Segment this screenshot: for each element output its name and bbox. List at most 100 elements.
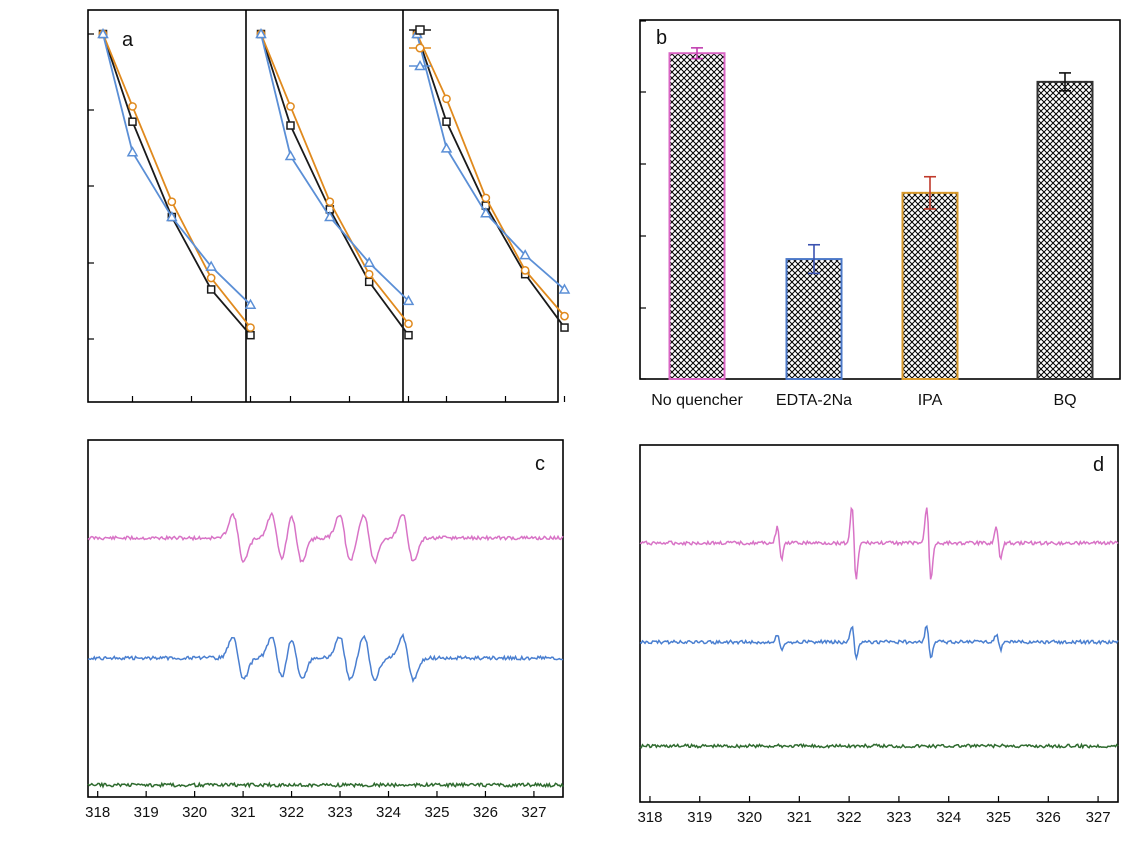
x-tick-label: 321 bbox=[231, 804, 256, 821]
panel-a-point bbox=[442, 94, 451, 104]
x-tick-label: 327 bbox=[521, 804, 546, 821]
panel-a-point bbox=[324, 210, 336, 222]
panel-a-series-line bbox=[416, 33, 566, 291]
panel-a-series-line bbox=[102, 33, 252, 306]
panel-a-point bbox=[520, 266, 530, 275]
panel-a: a bbox=[87, 9, 571, 403]
panel-a-point bbox=[126, 146, 139, 157]
panel-a-point bbox=[480, 207, 492, 218]
panel-a-point bbox=[560, 311, 569, 321]
x-tick-label: 327 bbox=[1086, 809, 1111, 826]
panel-b-category-label: No quencher bbox=[651, 392, 743, 409]
spectrum-line bbox=[639, 742, 1119, 750]
panel-b-category-label: BQ bbox=[1053, 392, 1076, 409]
panel-a-point bbox=[284, 149, 297, 161]
panel-c-x-axis: 318 319 320 321 322 323 324 325 326 327 bbox=[85, 791, 546, 821]
panel-d-frame bbox=[639, 444, 1119, 803]
legend-marker-circle bbox=[415, 43, 425, 53]
spectrum-line bbox=[639, 506, 1119, 580]
panel-a-point bbox=[244, 298, 257, 309]
panel-b-letter: b bbox=[656, 27, 667, 49]
panel-a-point bbox=[205, 260, 217, 271]
panel-a-point bbox=[286, 102, 295, 111]
x-tick-label: 325 bbox=[424, 804, 449, 821]
panel-d-letter: d bbox=[1093, 454, 1104, 476]
panel-a-point bbox=[325, 197, 335, 207]
panel-a-point bbox=[246, 330, 255, 340]
panel-a-point bbox=[404, 330, 413, 340]
spectrum-line bbox=[87, 781, 564, 789]
panel-c-frame bbox=[87, 439, 564, 798]
panel-d-x-axis: 318 319 320 321 322 323 324 325 326 327 bbox=[637, 796, 1111, 826]
panel-a-legend bbox=[409, 25, 431, 71]
panel-a-point bbox=[560, 323, 569, 332]
x-tick-label: 322 bbox=[279, 804, 304, 821]
panel-a-point bbox=[206, 273, 216, 283]
panel-a-point bbox=[128, 102, 137, 111]
panel-a-point bbox=[364, 269, 374, 279]
panel-c-letter: c bbox=[535, 453, 545, 475]
x-tick-label: 326 bbox=[1036, 809, 1061, 826]
panel-a-point bbox=[440, 142, 453, 153]
panel-a-series-line bbox=[260, 33, 410, 336]
panel-a-point bbox=[364, 277, 374, 287]
panel-a-point bbox=[558, 283, 571, 294]
panel-a-series-line bbox=[102, 33, 252, 336]
panel-a-point bbox=[97, 27, 109, 39]
panel-a-series-line bbox=[416, 33, 566, 329]
x-tick-label: 318 bbox=[637, 809, 662, 826]
panel-a-point bbox=[363, 256, 375, 267]
panel-a-letter: a bbox=[122, 29, 134, 51]
spectrum-line bbox=[639, 624, 1119, 662]
panel-c: c 318 319 320 321 322 323 324 325 326 327 bbox=[85, 439, 564, 821]
panel-b-ytick-marks bbox=[640, 20, 646, 380]
panel-a-ytick-marks bbox=[88, 33, 94, 340]
panel-a-point bbox=[402, 294, 415, 306]
panel-d: d 318 319 320 321 322 323 324 325 326 327 bbox=[637, 444, 1119, 826]
x-tick-label: 321 bbox=[787, 809, 812, 826]
panel-b: b No quencher EDTA-2Na IPA BQ bbox=[639, 19, 1121, 409]
panel-a-series-line bbox=[260, 33, 410, 302]
panel-a-point bbox=[246, 323, 255, 332]
panel-b-frame bbox=[639, 19, 1121, 380]
x-tick-label: 319 bbox=[687, 809, 712, 826]
panel-a-point bbox=[255, 27, 267, 39]
panel-b-bar bbox=[668, 52, 726, 380]
spectrum-line bbox=[87, 511, 564, 565]
panel-a-point bbox=[442, 117, 451, 126]
panel-b-category-label: IPA bbox=[918, 392, 943, 409]
x-tick-label: 323 bbox=[328, 804, 353, 821]
panel-a-point bbox=[167, 197, 177, 207]
legend-marker-triangle bbox=[414, 59, 426, 71]
panel-a-point bbox=[128, 117, 137, 126]
x-tick-label: 324 bbox=[376, 804, 401, 821]
panel-a-frame bbox=[87, 9, 559, 403]
x-tick-label: 320 bbox=[737, 809, 762, 826]
x-tick-label: 322 bbox=[837, 809, 862, 826]
panel-b-bar-group bbox=[901, 175, 959, 380]
panel-b-bar bbox=[1036, 80, 1094, 381]
panel-b-category-label: EDTA-2Na bbox=[776, 392, 852, 409]
panel-a-point bbox=[166, 210, 178, 222]
panel-b-bar bbox=[901, 191, 959, 380]
panel-b-bar bbox=[785, 258, 843, 381]
panel-a-series-line bbox=[416, 33, 566, 317]
panel-a-point bbox=[519, 249, 531, 260]
panel-a-point bbox=[206, 285, 216, 294]
x-tick-label: 324 bbox=[936, 809, 961, 826]
panel-a-plot bbox=[97, 27, 571, 402]
spectrum-line bbox=[87, 632, 564, 684]
panel-b-plot: No quencher EDTA-2Na IPA BQ bbox=[651, 47, 1094, 409]
panel-a-point bbox=[286, 121, 295, 130]
panel-d-plot bbox=[639, 506, 1119, 750]
panel-b-bar-group bbox=[1036, 72, 1094, 381]
x-tick-label: 325 bbox=[986, 809, 1011, 826]
panel-a-point bbox=[481, 193, 491, 203]
x-tick-label: 326 bbox=[473, 804, 498, 821]
x-tick-label: 318 bbox=[85, 804, 110, 821]
panel-b-bar-group bbox=[668, 47, 726, 380]
x-tick-label: 319 bbox=[134, 804, 159, 821]
panel-c-plot bbox=[87, 511, 564, 789]
panel-a-point bbox=[404, 319, 413, 329]
